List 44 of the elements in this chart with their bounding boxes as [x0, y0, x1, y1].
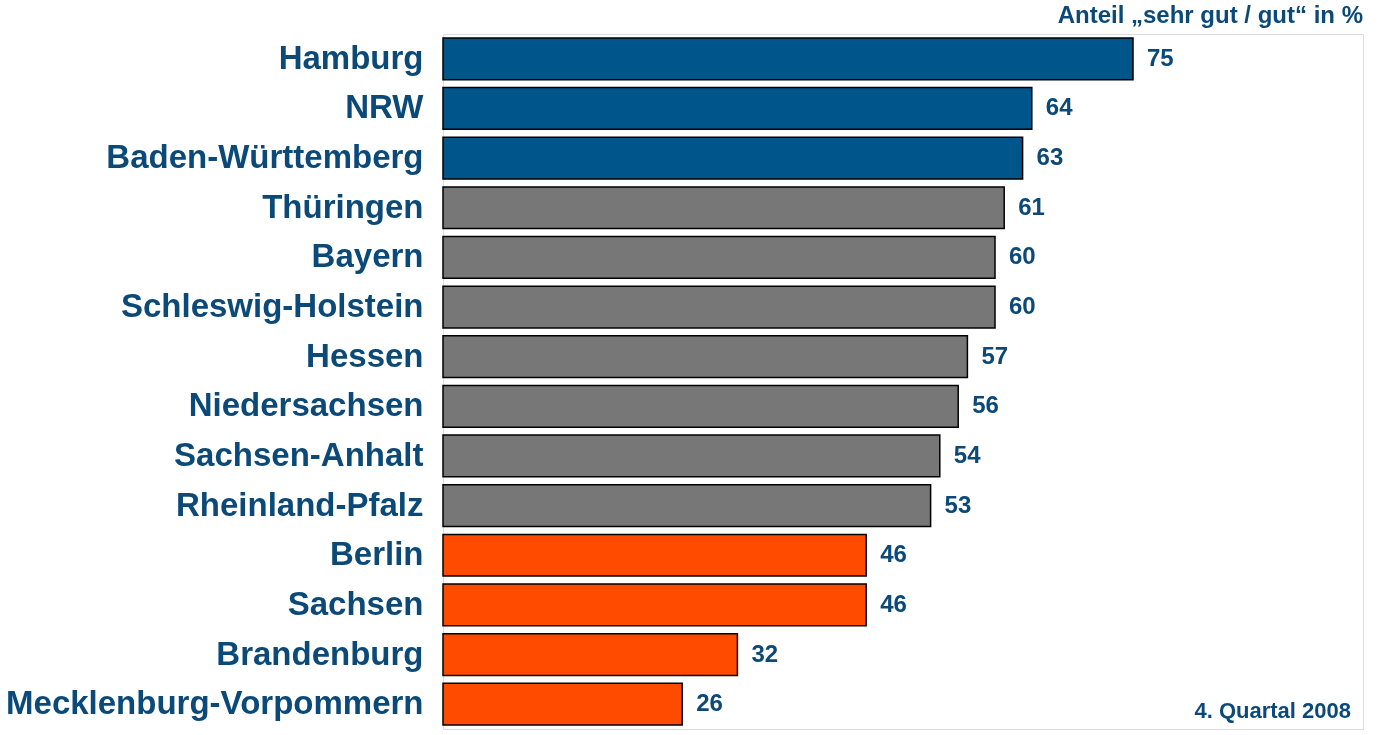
- bar: [442, 484, 932, 528]
- data-label: 75: [1147, 43, 1174, 71]
- data-label: 56: [972, 391, 999, 419]
- y-tick-label: Bayern: [311, 237, 424, 275]
- bar: [442, 285, 996, 329]
- bar: [442, 434, 941, 478]
- bar: [442, 533, 867, 577]
- bar: [442, 186, 1005, 230]
- bar: [442, 384, 959, 428]
- y-tick-label: NRW: [345, 88, 425, 126]
- y-tick-label: Sachsen: [287, 584, 424, 622]
- data-label: 57: [981, 341, 1009, 369]
- data-label: 32: [751, 639, 779, 667]
- data-label: 26: [696, 689, 723, 717]
- bar: [442, 335, 969, 379]
- bar: [442, 632, 739, 677]
- y-tick-label: Hamburg: [278, 38, 424, 76]
- chart-title: Anteil „sehr gut / gut“ in %: [1057, 1, 1363, 28]
- data-label: 60: [1009, 242, 1036, 270]
- data-label: 53: [944, 490, 972, 518]
- y-tick-label: Rheinland-Pfalz: [175, 485, 424, 523]
- data-label: 61: [1018, 192, 1045, 220]
- y-tick-label: Mecklenburg-Vorpommern: [6, 684, 424, 722]
- data-label: 46: [880, 540, 907, 568]
- y-tick-label: Niedersachsen: [188, 386, 424, 424]
- annotation: 4. Quartal 2008: [1194, 698, 1351, 723]
- bar: [442, 86, 1033, 131]
- y-tick-label: Berlin: [329, 535, 424, 573]
- y-tick-label: Sachsen-Anhalt: [174, 435, 424, 473]
- data-label: 60: [1009, 292, 1036, 320]
- y-tick-label: Hessen: [306, 336, 424, 374]
- bar: [442, 682, 683, 726]
- data-label: 63: [1036, 143, 1064, 171]
- y-tick-label: Thüringen: [262, 187, 424, 225]
- data-label: 46: [880, 589, 907, 617]
- data-label: 64: [1045, 93, 1074, 121]
- bar: [442, 583, 867, 627]
- bar: [442, 136, 1024, 180]
- y-tick-label: Brandenburg: [216, 634, 424, 672]
- y-tick-label: Baden-Württemberg: [106, 138, 424, 176]
- y-tick-label: Schleswig-Holstein: [120, 287, 424, 325]
- bar: [442, 235, 996, 279]
- data-label: 54: [953, 440, 982, 468]
- bar: [442, 37, 1134, 81]
